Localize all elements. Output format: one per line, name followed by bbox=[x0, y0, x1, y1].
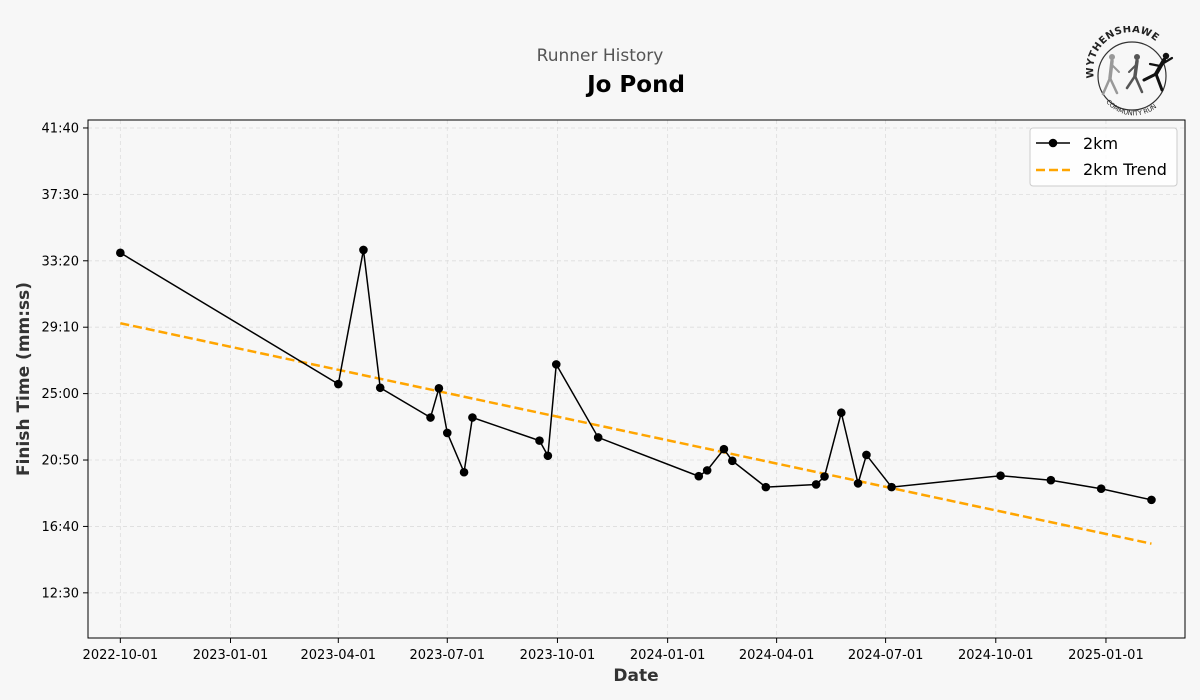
data-point bbox=[551, 360, 561, 369]
chart-subtitle: Runner History bbox=[536, 46, 664, 66]
y-tick-label: 16:40 bbox=[42, 520, 79, 535]
x-axis-label: Date bbox=[613, 666, 658, 686]
x-tick-label: 2023-04-01 bbox=[301, 648, 377, 663]
data-point bbox=[543, 451, 553, 461]
data-point bbox=[468, 413, 477, 422]
data-point bbox=[375, 383, 385, 393]
x-tick-label: 2024-07-01 bbox=[848, 648, 924, 663]
runner-light-icon bbox=[1101, 54, 1120, 96]
x-tick-label: 2022-10-01 bbox=[83, 648, 159, 663]
data-point bbox=[359, 245, 368, 255]
data-point bbox=[811, 480, 821, 489]
series-2km-line bbox=[119, 249, 1152, 501]
x-tick-label: 2024-01-01 bbox=[630, 648, 706, 663]
legend: 2km 2km Trend bbox=[1029, 127, 1178, 187]
x-tick-label: 2023-07-01 bbox=[409, 648, 485, 663]
data-point bbox=[862, 450, 871, 460]
data-point bbox=[887, 482, 896, 492]
y-axis-label: Finish Time (mm:ss) bbox=[14, 282, 34, 476]
data-point bbox=[333, 379, 343, 389]
plot-frame bbox=[87, 119, 1186, 639]
legend-trend-label: 2km Trend bbox=[1083, 160, 1167, 179]
data-point bbox=[1046, 475, 1056, 485]
data-point bbox=[761, 482, 771, 492]
x-tick-label: 2023-10-01 bbox=[520, 648, 596, 663]
data-point bbox=[836, 408, 846, 418]
data-point bbox=[820, 472, 829, 481]
y-axis-ticks: 12:30 16:40 20:50 25:00 29:10 33:20 37:30 41:40 bbox=[42, 121, 88, 601]
grid-lines bbox=[88, 120, 1185, 638]
x-tick-label: 2024-10-01 bbox=[958, 648, 1034, 663]
x-tick-label: 2023-01-01 bbox=[193, 648, 269, 663]
x-tick-label: 2025-01-01 bbox=[1068, 648, 1144, 663]
data-point bbox=[996, 471, 1005, 480]
legend-2km-marker bbox=[1048, 138, 1058, 148]
data-point bbox=[535, 436, 544, 445]
logo-ring bbox=[1097, 41, 1167, 111]
data-point bbox=[702, 466, 712, 475]
x-axis-ticks: 2022-10-01 2023-01-01 2023-04-01 2023-07-01… bbox=[83, 638, 1144, 663]
data-point bbox=[853, 479, 863, 488]
y-tick-label: 25:00 bbox=[42, 387, 79, 402]
y-tick-label: 20:50 bbox=[42, 454, 79, 469]
y-tick-label: 41:40 bbox=[42, 121, 79, 136]
data-point bbox=[1147, 495, 1156, 505]
wythenshawe-logo: WYTHENSHAWE COMMUNITY RUN bbox=[1086, 26, 1174, 118]
data-point bbox=[1096, 484, 1106, 494]
chart-title: Jo Pond bbox=[587, 72, 685, 98]
data-point bbox=[694, 471, 704, 481]
y-tick-label: 37:30 bbox=[42, 188, 79, 203]
data-point bbox=[593, 433, 603, 442]
legend-2km-label: 2km bbox=[1083, 134, 1118, 153]
series-trend-line bbox=[120, 321, 1152, 545]
runner-mid-icon bbox=[1125, 54, 1144, 94]
data-point bbox=[426, 413, 435, 422]
x-tick-label: 2024-04-01 bbox=[739, 648, 815, 663]
data-point bbox=[459, 467, 469, 477]
y-tick-label: 33:20 bbox=[42, 254, 79, 269]
series-layer bbox=[116, 245, 1156, 545]
data-point bbox=[434, 383, 444, 393]
logo-bottom-text: COMMUNITY RUN bbox=[1104, 98, 1158, 118]
logo-top-text: WYTHENSHAWE bbox=[1086, 26, 1161, 79]
data-point bbox=[728, 456, 737, 466]
data-point bbox=[442, 428, 452, 438]
y-tick-label: 29:10 bbox=[42, 321, 79, 336]
data-point bbox=[116, 248, 125, 258]
y-tick-label: 12:30 bbox=[42, 586, 79, 601]
runner-dark-icon bbox=[1142, 52, 1174, 92]
data-point bbox=[719, 444, 729, 454]
